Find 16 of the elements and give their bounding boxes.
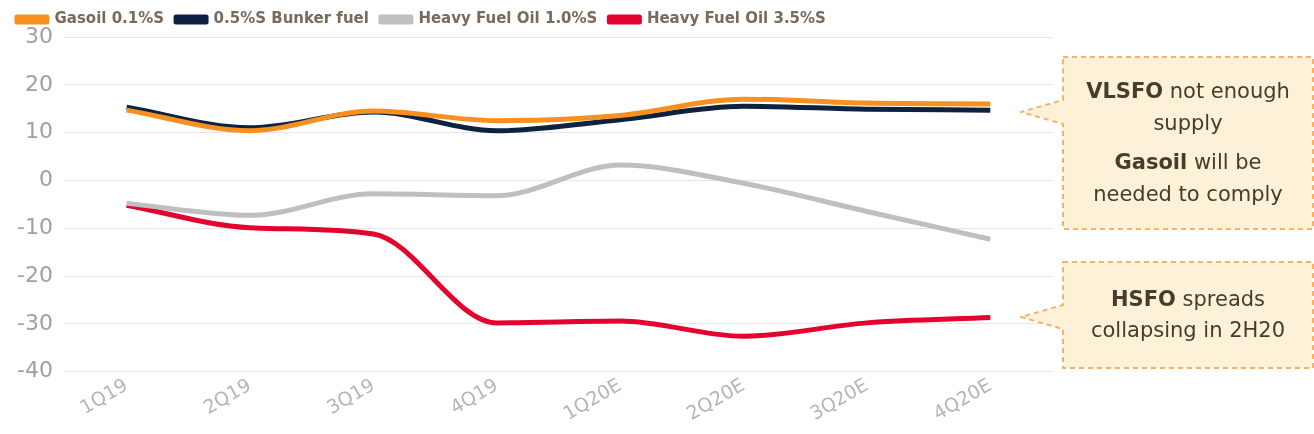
y-tick-label: -20 xyxy=(17,261,53,287)
y-tick-label: 20 xyxy=(24,70,53,96)
text: HSFO spreads collapsing in 2H20 xyxy=(1089,285,1286,344)
y-tick-label: -30 xyxy=(17,309,53,335)
text: VLSFO not enough supply xyxy=(1085,78,1291,137)
y-tick-label: 10 xyxy=(24,118,53,144)
legend-label: Gasoil 0.1%S xyxy=(54,9,165,28)
y-tick-label: 0 xyxy=(38,166,53,192)
legend-label: Heavy Fuel Oil 3.5%S xyxy=(646,9,826,28)
y-tick-label: -40 xyxy=(17,357,53,383)
y-tick-label: -10 xyxy=(17,213,53,239)
text: Gasoil will be needed to comply xyxy=(1092,149,1284,208)
legend-label: 0.5%S Bunker fuel xyxy=(213,9,369,28)
y-tick-label: 30 xyxy=(24,22,53,48)
legend-label: Heavy Fuel Oil 1.0%S xyxy=(418,9,598,28)
x-tick-label: 4Q19 xyxy=(445,373,502,418)
